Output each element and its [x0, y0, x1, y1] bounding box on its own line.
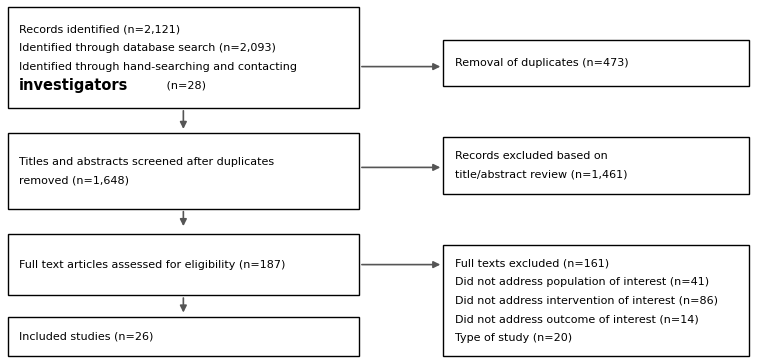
FancyBboxPatch shape	[8, 7, 359, 108]
Text: Identified through database search (n=2,093): Identified through database search (n=2,…	[19, 43, 276, 53]
Text: Full texts excluded (n=161): Full texts excluded (n=161)	[455, 258, 609, 268]
Text: Records identified (n=2,121): Records identified (n=2,121)	[19, 24, 180, 35]
Text: removed (n=1,648): removed (n=1,648)	[19, 175, 129, 185]
Text: Titles and abstracts screened after duplicates: Titles and abstracts screened after dupl…	[19, 157, 274, 167]
Text: Included studies (n=26): Included studies (n=26)	[19, 332, 154, 342]
Text: Type of study (n=20): Type of study (n=20)	[455, 333, 571, 343]
Text: Full text articles assessed for eligibility (n=187): Full text articles assessed for eligibil…	[19, 260, 286, 270]
Text: Identified through hand-searching and contacting: Identified through hand-searching and co…	[19, 62, 297, 72]
FancyBboxPatch shape	[443, 40, 749, 86]
FancyBboxPatch shape	[8, 133, 359, 209]
Text: Records excluded based on: Records excluded based on	[455, 151, 607, 161]
Text: Removal of duplicates (n=473): Removal of duplicates (n=473)	[455, 58, 628, 68]
FancyBboxPatch shape	[8, 317, 359, 356]
Text: Did not address intervention of interest (n=86): Did not address intervention of interest…	[455, 296, 717, 306]
Text: investigators: investigators	[19, 78, 128, 93]
Text: Did not address outcome of interest (n=14): Did not address outcome of interest (n=1…	[455, 314, 698, 324]
Text: Did not address population of interest (n=41): Did not address population of interest (…	[455, 277, 709, 287]
Text: title/abstract review (n=1,461): title/abstract review (n=1,461)	[455, 170, 627, 180]
FancyBboxPatch shape	[443, 137, 749, 194]
FancyBboxPatch shape	[443, 245, 749, 356]
FancyBboxPatch shape	[8, 234, 359, 295]
Text: (n=28): (n=28)	[163, 81, 206, 91]
